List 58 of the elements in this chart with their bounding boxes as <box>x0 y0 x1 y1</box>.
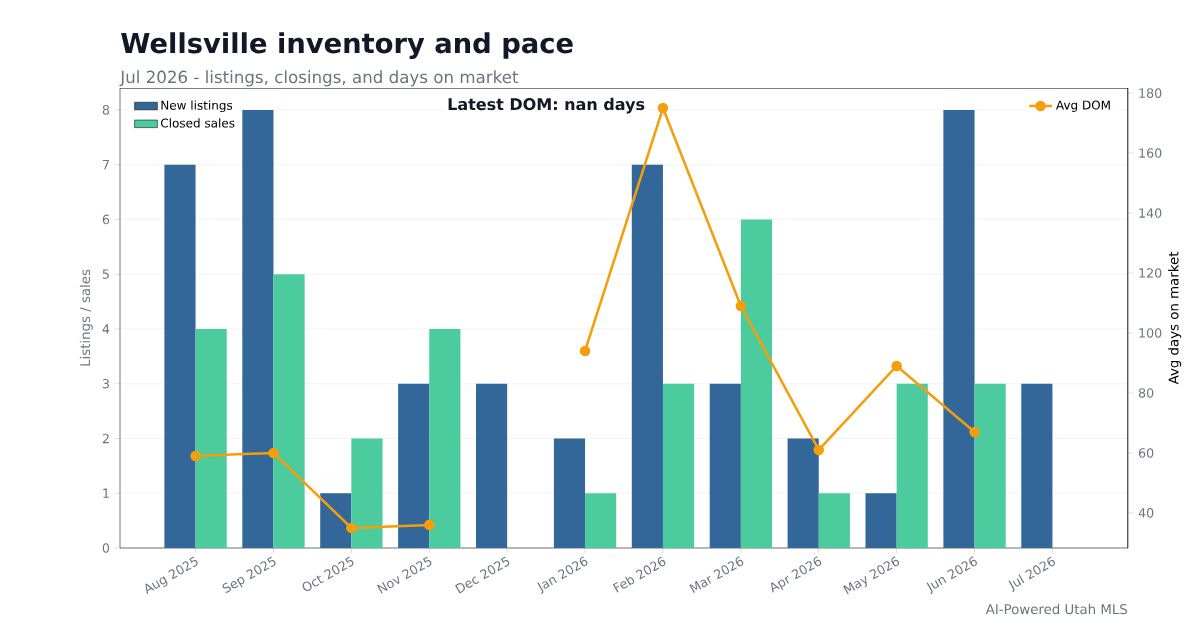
point <box>891 360 902 372</box>
bar <box>273 274 305 548</box>
chart-subtitle: Jul 2026 - listings, closings, and days on market <box>119 70 519 87</box>
y-tick-label: 4 <box>102 324 110 334</box>
point <box>813 444 825 456</box>
y2-tick-label: 80 <box>1138 388 1154 398</box>
y2-tick-label: 140 <box>1139 208 1162 218</box>
chart-title: Wellsville inventory and pace <box>121 32 573 59</box>
point <box>268 447 279 459</box>
bar <box>585 493 617 548</box>
bar <box>1021 383 1053 548</box>
bar <box>662 383 695 548</box>
annotation: Latest DOM: nan days <box>448 97 645 114</box>
bar <box>351 438 383 548</box>
y-tick-label: 0 <box>102 543 110 553</box>
y-tick-label: 1 <box>103 488 109 498</box>
bar <box>896 383 928 548</box>
y-tick-label: 8 <box>102 105 110 115</box>
point <box>346 522 357 534</box>
y2-axis-title: Avg days on market <box>1168 251 1182 385</box>
text: AI-Powered Utah MLS <box>985 603 1127 615</box>
bar <box>429 328 461 548</box>
y-tick-label: 3 <box>102 378 109 389</box>
bar <box>943 109 975 548</box>
bar <box>553 438 586 548</box>
bar <box>787 438 819 548</box>
point <box>735 300 747 312</box>
point <box>969 426 980 438</box>
bar <box>740 219 773 548</box>
bar <box>631 164 663 548</box>
y-axis-title: Listings / sales <box>79 269 93 366</box>
bar <box>476 383 508 548</box>
y2-tick-label: 120 <box>1139 268 1162 278</box>
legend-label: Avg DOM <box>1056 100 1110 112</box>
bar <box>242 109 274 548</box>
bar <box>398 383 430 548</box>
legend-label: New listings <box>161 100 233 113</box>
legend-label: Closed sales <box>160 118 235 128</box>
y-tick-label: 7 <box>102 160 109 170</box>
bar <box>320 493 352 548</box>
point <box>579 345 591 357</box>
y-tick-label: 6 <box>102 214 110 225</box>
bar <box>195 328 227 548</box>
bar <box>974 383 1006 548</box>
point <box>190 450 201 462</box>
y-tick-label: 5 <box>102 269 109 279</box>
bar <box>818 493 850 548</box>
point <box>423 519 435 531</box>
y-tick-label: 2 <box>102 433 109 444</box>
y2-tick-label: 160 <box>1139 148 1162 158</box>
bar <box>164 164 196 548</box>
y2-tick-label: 60 <box>1138 448 1154 458</box>
bar <box>709 383 741 548</box>
point <box>657 102 669 114</box>
y2-tick-label: 180 <box>1139 88 1162 98</box>
y2-tick-label: 100 <box>1139 328 1162 338</box>
y2-tick-label: 40 <box>1138 508 1154 518</box>
bar <box>865 493 897 548</box>
